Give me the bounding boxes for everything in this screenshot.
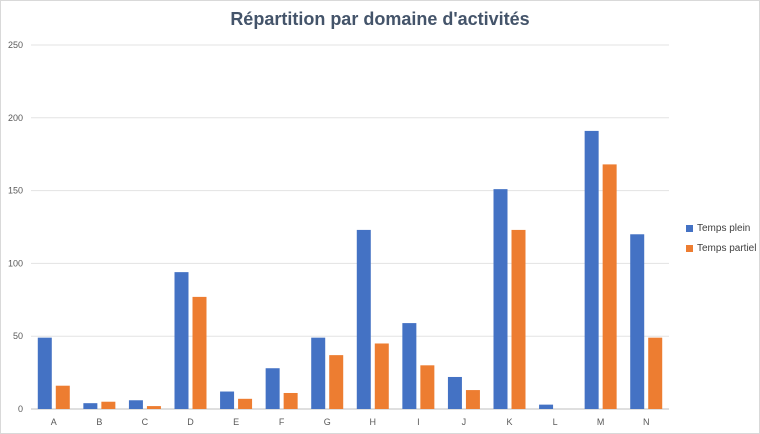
bar-temps-plein — [265, 368, 280, 409]
x-tick-label: A — [51, 417, 57, 427]
bar-temps-partiel — [146, 406, 161, 409]
x-tick-label: I — [417, 417, 420, 427]
legend-label: Temps partiel — [697, 242, 757, 254]
y-tick-label: 250 — [8, 40, 23, 50]
x-tick-label: J — [462, 417, 467, 427]
bar-temps-plein — [83, 403, 98, 409]
y-tick-label: 50 — [13, 331, 23, 341]
y-tick-label: 100 — [8, 258, 23, 268]
x-tick-label: G — [324, 417, 331, 427]
bar-temps-partiel — [511, 229, 526, 409]
x-tick-label: L — [553, 417, 558, 427]
bar-temps-plein — [220, 391, 235, 409]
bar-temps-partiel — [192, 296, 207, 409]
x-tick-label: M — [597, 417, 605, 427]
bar-temps-plein — [356, 229, 371, 409]
bar-temps-partiel — [602, 164, 617, 409]
bar-temps-plein — [539, 404, 554, 409]
y-tick-label: 200 — [8, 113, 23, 123]
bar-temps-partiel — [329, 355, 344, 409]
legend-item-series-1: Temps plein — [686, 218, 756, 238]
bar-temps-plein — [174, 272, 189, 409]
bar-temps-partiel — [101, 401, 116, 409]
x-tick-label: C — [142, 417, 149, 427]
bar-temps-plein — [128, 400, 143, 409]
y-tick-label: 0 — [18, 404, 23, 414]
bar-temps-plein — [630, 234, 645, 409]
legend-label: Temps plein — [697, 222, 751, 234]
bar-temps-partiel — [238, 398, 253, 409]
x-tick-label: H — [370, 417, 377, 427]
chart-title: Répartition par domaine d'activités — [230, 9, 530, 29]
bar-temps-partiel — [465, 390, 480, 409]
bar-temps-plein — [447, 376, 462, 409]
y-tick-label: 150 — [8, 186, 23, 196]
bar-temps-partiel — [420, 365, 435, 409]
bar-temps-plein — [584, 130, 599, 410]
x-tick-label: K — [506, 417, 512, 427]
bar-temps-partiel — [648, 337, 663, 409]
bar-temps-partiel — [283, 392, 298, 409]
bar-temps-partiel — [374, 343, 389, 409]
x-tick-label: N — [643, 417, 650, 427]
x-tick-label: E — [233, 417, 239, 427]
bar-temps-plein — [311, 337, 326, 409]
bar-temps-plein — [402, 323, 417, 409]
chart-legend: Temps plein Temps partiel — [686, 218, 756, 258]
x-tick-label: B — [96, 417, 102, 427]
legend-swatch — [686, 224, 693, 232]
legend-item-series-2: Temps partiel — [686, 238, 756, 258]
legend-swatch — [686, 244, 693, 252]
bar-temps-plein — [493, 189, 508, 409]
bar-temps-plein — [37, 337, 52, 409]
bar-temps-partiel — [55, 385, 70, 409]
x-tick-label: F — [279, 417, 285, 427]
x-tick-label: D — [187, 417, 194, 427]
